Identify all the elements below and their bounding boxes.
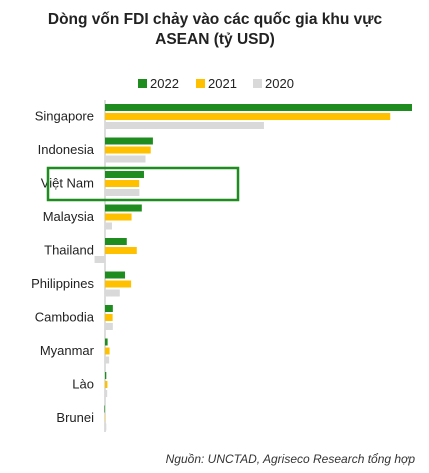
bar xyxy=(105,222,112,230)
bar xyxy=(105,372,107,379)
bar xyxy=(105,155,146,163)
bar xyxy=(105,204,142,212)
legend-swatch xyxy=(196,79,205,88)
legend-swatch xyxy=(138,79,147,88)
chart-title: Dòng vốn FDI chảy vào các quốc gia khu v… xyxy=(47,11,383,48)
y-tick-label: Thailand xyxy=(44,242,94,257)
legend-label: 2021 xyxy=(208,76,237,91)
bar xyxy=(105,238,127,245)
y-tick-label: Brunei xyxy=(56,410,94,425)
bar xyxy=(105,146,151,154)
legend-label: 2020 xyxy=(265,76,294,91)
y-tick-label: Indonesia xyxy=(38,142,95,157)
bar xyxy=(104,405,105,413)
bar xyxy=(105,347,110,355)
bar xyxy=(94,256,105,263)
bar xyxy=(105,189,140,196)
bar xyxy=(105,381,108,388)
bar xyxy=(105,213,132,221)
y-tick-label: Malaysia xyxy=(43,209,95,224)
y-tick-label: Lào xyxy=(72,376,94,391)
y-tick-label: Philippines xyxy=(31,276,94,291)
chart: 2022 2021 2020 Singapore Indonesia Việt Nam Ma… xyxy=(31,76,412,432)
bar xyxy=(105,104,412,111)
y-tick-label: Singapore xyxy=(35,108,94,123)
bar xyxy=(105,271,126,279)
bar xyxy=(105,323,113,330)
bar xyxy=(105,305,113,312)
y-tick-label: Cambodia xyxy=(35,309,95,324)
bar xyxy=(105,280,132,288)
legend-swatch xyxy=(253,79,262,88)
bar xyxy=(105,423,107,431)
bar xyxy=(105,338,108,346)
bar xyxy=(105,171,144,178)
source-note: Nguồn: UNCTAD, Agriseco Research tổng hợ… xyxy=(165,452,415,466)
bar xyxy=(105,314,113,321)
bar xyxy=(105,113,391,120)
y-tick-label: Việt Nam xyxy=(41,175,94,190)
bar xyxy=(105,289,120,297)
bar xyxy=(105,137,153,145)
legend-label: 2022 xyxy=(150,76,179,91)
highlight-box xyxy=(46,166,240,202)
bar xyxy=(105,180,140,187)
y-tick-label: Myanmar xyxy=(40,343,95,358)
bar xyxy=(105,356,110,364)
bar xyxy=(105,390,108,397)
bar xyxy=(105,247,137,254)
bar xyxy=(105,122,264,129)
